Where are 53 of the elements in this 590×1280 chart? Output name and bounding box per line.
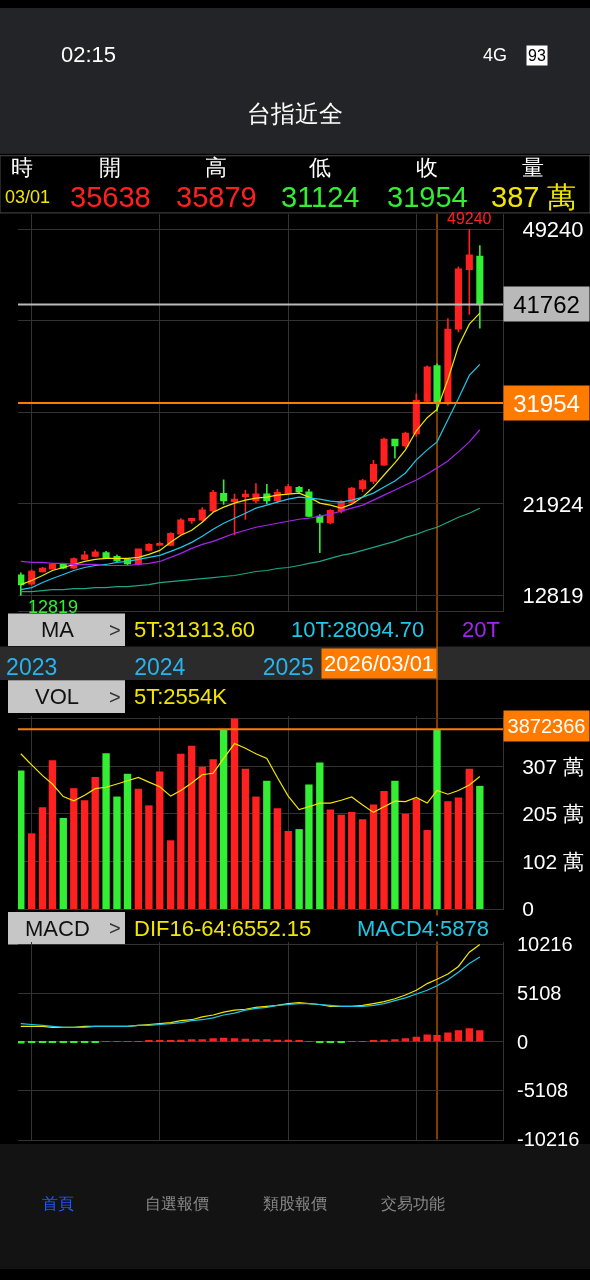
annotation: 12819 xyxy=(28,597,79,617)
x-tick-label: 2025 xyxy=(262,653,314,680)
text: MACD xyxy=(25,916,90,941)
text: > xyxy=(109,917,121,939)
y-tick-label: 5108 xyxy=(517,982,562,1005)
y-tick-label: 307 萬 xyxy=(522,754,585,778)
text: 高 xyxy=(205,155,227,180)
chart-title: 台指近全 xyxy=(247,100,343,128)
series-label: MACD4:5878 xyxy=(357,916,490,941)
y-tick-label: 12819 xyxy=(522,583,584,609)
annotation: 49240 xyxy=(447,210,492,227)
text: 31124 xyxy=(281,181,360,213)
text: > xyxy=(109,619,121,641)
y-tick-label: 102 萬 xyxy=(522,850,585,874)
text: 35638 xyxy=(70,181,151,213)
text: 首頁 xyxy=(42,1195,74,1212)
text: 387 萬 xyxy=(491,181,577,213)
text: 02:15 xyxy=(61,42,117,67)
y-tick-label: 0 xyxy=(517,1030,529,1053)
text: 03/01 xyxy=(5,187,51,207)
text: 收 xyxy=(416,155,438,180)
text: VOL xyxy=(35,684,80,709)
text: 4G xyxy=(483,45,508,65)
ref-line-label: 41762 xyxy=(513,290,580,318)
y-tick-label: 49240 xyxy=(522,216,584,242)
text: 類股報價 xyxy=(263,1195,327,1212)
text: 5T:31313.60 xyxy=(134,617,256,642)
text: 量 xyxy=(522,155,544,180)
series-label: 5T:2554K xyxy=(134,684,228,709)
text: 自選報價 xyxy=(145,1195,209,1212)
text: MA xyxy=(41,617,75,642)
text: 時 xyxy=(11,155,33,180)
y-tick-label: 205 萬 xyxy=(522,802,585,826)
y-tick-label: -5108 xyxy=(517,1079,569,1102)
text: 低 xyxy=(309,155,331,180)
text: 93 xyxy=(528,47,546,64)
y-tick-label: -10216 xyxy=(517,1127,580,1150)
text: 開 xyxy=(99,155,121,180)
x-tick-label: 2024 xyxy=(134,653,186,680)
text: 31954 xyxy=(387,181,468,213)
y-tick-label: 0 xyxy=(522,897,534,921)
y-tick-label: 10216 xyxy=(517,933,573,956)
ref-line-label: 31954 xyxy=(513,389,580,417)
text: 10T:28094.70 xyxy=(291,617,425,642)
text: 交易功能 xyxy=(381,1195,445,1212)
y-tick-label: 21924 xyxy=(522,491,584,517)
text: 35879 xyxy=(176,181,257,213)
text: 20T xyxy=(462,617,500,642)
ref-line-label: 2026/03/01 xyxy=(324,651,435,676)
text: 3872366 xyxy=(507,715,586,737)
text: > xyxy=(109,686,121,708)
x-tick-label: 2023 xyxy=(6,653,58,680)
text: DIF16-64:6552.15 xyxy=(134,916,312,941)
